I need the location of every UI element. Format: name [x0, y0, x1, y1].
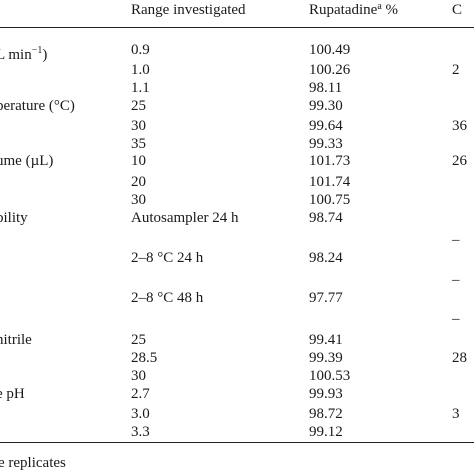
- row-range: 1.0: [131, 62, 150, 78]
- row-extra: –: [452, 311, 460, 327]
- row-range: 20: [131, 174, 146, 190]
- header-rupatadine: Rupatadinea %: [309, 2, 398, 19]
- row-pct: 101.73: [309, 153, 351, 169]
- row-param: bility: [0, 210, 28, 226]
- header-rupatadine-sup: a: [377, 1, 382, 12]
- row-extra: –: [452, 272, 460, 288]
- row-range: 3.3: [131, 424, 150, 440]
- row-pct: 100.49: [309, 42, 351, 58]
- row-pct: 97.77: [309, 290, 343, 306]
- row-pct: 99.41: [309, 332, 343, 348]
- header-rupatadine-label: Rupatadine: [309, 2, 378, 18]
- row-param: perature (°C): [0, 98, 75, 114]
- row-param: ume (µL): [0, 153, 54, 169]
- row-pct: 99.33: [309, 136, 343, 152]
- row-range: 25: [131, 98, 146, 114]
- row-range: 0.9: [131, 42, 150, 58]
- row-pct: 98.72: [309, 406, 343, 422]
- row-param: e pH: [0, 386, 25, 402]
- row-extra: 28: [452, 350, 467, 366]
- row-range: 2.7: [131, 386, 150, 402]
- row-pct: 99.64: [309, 118, 343, 134]
- flow-rate-exp: −1: [31, 45, 43, 56]
- row-pct: 100.53: [309, 368, 351, 384]
- row-range: 3.0: [131, 406, 150, 422]
- row-pct: 98.74: [309, 210, 343, 226]
- row-range: 25: [131, 332, 146, 348]
- row-pct: 101.74: [309, 174, 351, 190]
- row-pct: 99.93: [309, 386, 343, 402]
- flow-rate-suffix: ): [42, 47, 48, 63]
- row-range: 30: [131, 118, 146, 134]
- row-pct: 100.75: [309, 192, 351, 208]
- row-extra: 36: [452, 118, 467, 134]
- header-rupatadine-unit: %: [385, 2, 399, 18]
- row-extra: –: [452, 232, 460, 248]
- row-range: 2–8 °C 24 h: [131, 250, 204, 266]
- flow-rate-prefix: L min: [0, 47, 32, 63]
- header-extra: C: [452, 2, 463, 18]
- row-pct: 99.39: [309, 350, 343, 366]
- header-rule: [0, 27, 474, 28]
- flow-rate-label: L min−1): [0, 42, 47, 64]
- row-range: 30: [131, 368, 146, 384]
- row-param: nitrile: [0, 332, 32, 348]
- row-pct: 99.30: [309, 98, 343, 114]
- row-pct: 99.12: [309, 424, 343, 440]
- row-range: 30: [131, 192, 146, 208]
- row-pct: 98.24: [309, 250, 343, 266]
- row-extra: 26: [452, 153, 467, 169]
- row-range: 28.5: [131, 350, 158, 366]
- row-extra: 3: [452, 406, 460, 422]
- row-range: 10: [131, 153, 146, 169]
- row-pct: 100.26: [309, 62, 351, 78]
- row-range: 2–8 °C 48 h: [131, 290, 204, 306]
- footnote: e replicates: [0, 455, 66, 471]
- bottom-rule: [0, 442, 474, 443]
- row-pct: 98.11: [309, 80, 343, 96]
- row-extra: 2: [452, 62, 460, 78]
- row-range: 35: [131, 136, 146, 152]
- row-range: Autosampler 24 h: [131, 210, 239, 226]
- header-range: Range investigated: [131, 2, 246, 18]
- row-range: 1.1: [131, 80, 150, 96]
